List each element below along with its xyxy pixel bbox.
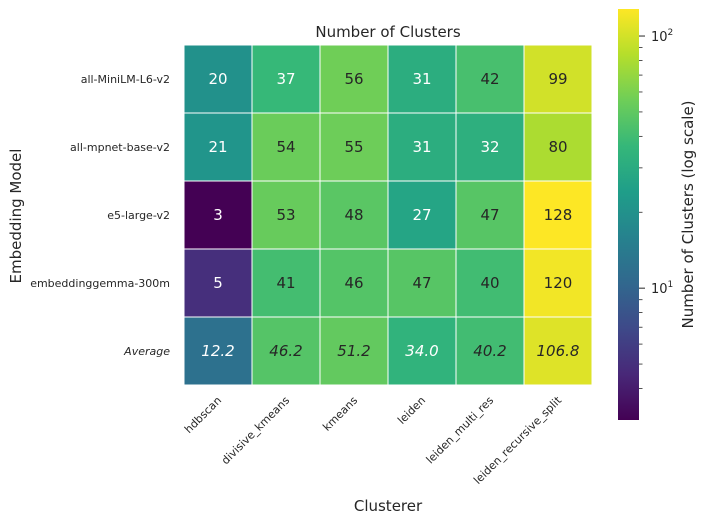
cell-value-label: 46 bbox=[344, 274, 363, 292]
heatmap-cell bbox=[523, 44, 593, 114]
cell-value-label: 51.2 bbox=[337, 342, 370, 360]
column-tick-label: divisive_kmeans bbox=[219, 394, 292, 467]
cell-value-label: 53 bbox=[276, 206, 295, 224]
cell-value-label: 54 bbox=[276, 138, 295, 156]
cell-value-label: 47 bbox=[412, 274, 431, 292]
cell-value-label: 12.2 bbox=[201, 342, 234, 360]
heatmap-cell bbox=[387, 180, 457, 250]
cell-value-label: 31 bbox=[412, 70, 431, 88]
colorbar bbox=[618, 9, 639, 420]
heatmap-cell bbox=[455, 180, 525, 250]
heatmap-cell bbox=[387, 44, 457, 114]
heatmap-cell bbox=[319, 44, 389, 114]
cell-value-label: 106.8 bbox=[537, 342, 580, 360]
colorbar-tick-label: 102 bbox=[651, 28, 673, 45]
cell-value-label: 3 bbox=[213, 206, 223, 224]
cell-value-label: 128 bbox=[544, 206, 573, 224]
column-tick-label: leiden_multi_res bbox=[424, 394, 497, 467]
cell-value-label: 27 bbox=[412, 206, 431, 224]
heatmap-cell bbox=[523, 112, 593, 182]
cell-value-label: 31 bbox=[412, 138, 431, 156]
heatmap-cell bbox=[251, 248, 321, 318]
heatmap-cell bbox=[523, 180, 593, 250]
cell-value-label: 120 bbox=[544, 274, 573, 292]
cell-value-label: 40.2 bbox=[473, 342, 506, 360]
cell-value-label: 46.2 bbox=[269, 342, 302, 360]
heatmap-cell bbox=[183, 248, 253, 318]
column-tick-label: hdbscan bbox=[182, 394, 224, 436]
heatmap-cell bbox=[387, 248, 457, 318]
colorbar-tick-label: 101 bbox=[651, 280, 673, 297]
row-tick-label: embeddinggemma-300m bbox=[30, 277, 170, 290]
heatmap-cell bbox=[251, 112, 321, 182]
cell-value-label: 34.0 bbox=[405, 342, 438, 360]
cell-value-label: 32 bbox=[480, 138, 499, 156]
column-tick-label: kmeans bbox=[320, 394, 360, 434]
row-tick-label: e5-large-v2 bbox=[107, 209, 170, 222]
heatmap-cell bbox=[251, 180, 321, 250]
colorbar-label: Number of Clusters (log scale) bbox=[679, 100, 697, 328]
column-tick-label: leiden bbox=[395, 394, 428, 427]
heatmap-cell bbox=[183, 44, 253, 114]
chart-title: Number of Clusters bbox=[315, 23, 460, 41]
heatmap-cell bbox=[319, 248, 389, 318]
cell-value-label: 56 bbox=[344, 70, 363, 88]
row-tick-label: all-MiniLM-L6-v2 bbox=[81, 73, 170, 86]
cell-value-label: 55 bbox=[344, 138, 363, 156]
cell-value-label: 42 bbox=[480, 70, 499, 88]
heatmap-cell bbox=[183, 316, 253, 386]
cell-value-label: 21 bbox=[208, 138, 227, 156]
cell-value-label: 41 bbox=[276, 274, 295, 292]
heatmap-cell bbox=[523, 248, 593, 318]
cell-value-label: 20 bbox=[208, 70, 227, 88]
y-axis-label: Embedding Model bbox=[7, 149, 25, 284]
cell-value-label: 99 bbox=[548, 70, 567, 88]
cell-value-label: 48 bbox=[344, 206, 363, 224]
cell-value-label: 5 bbox=[213, 274, 223, 292]
row-tick-label: all-mpnet-base-v2 bbox=[70, 141, 170, 154]
heatmap-cell bbox=[387, 316, 457, 386]
row-tick-label: Average bbox=[123, 345, 170, 358]
heatmap-cell bbox=[455, 248, 525, 318]
heatmap-cell bbox=[455, 316, 525, 386]
cell-value-label: 47 bbox=[480, 206, 499, 224]
heatmap-cell bbox=[523, 316, 593, 386]
heatmap-cell bbox=[387, 112, 457, 182]
cell-value-label: 80 bbox=[548, 138, 567, 156]
x-axis-label: Clusterer bbox=[354, 497, 423, 515]
heatmap-cell bbox=[319, 316, 389, 386]
heatmap-cell bbox=[251, 44, 321, 114]
cell-value-label: 37 bbox=[276, 70, 295, 88]
cell-value-label: 40 bbox=[480, 274, 499, 292]
